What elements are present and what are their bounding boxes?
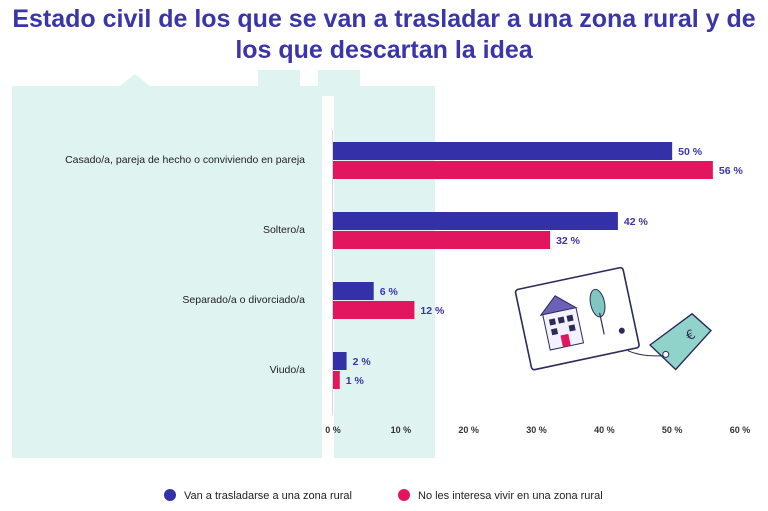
bar-value-label: 50 % (678, 146, 703, 158)
chart-title: Estado civil de los que se van a traslad… (12, 5, 756, 64)
x-tick-label: 0 % (325, 425, 341, 435)
category-label: Casado/a, pareja de hecho o conviviendo … (65, 154, 305, 166)
bar-series2 (333, 231, 551, 249)
axis-divider (322, 96, 334, 458)
legend-marker-series1 (164, 489, 176, 501)
x-tick-label: 10 % (391, 425, 412, 435)
category-label: Soltero/a (263, 224, 305, 236)
bars: 50 % 42 % 6 % 2 % 56 % 32 % 12 % 1 % (333, 142, 743, 389)
bar-series1 (333, 212, 618, 230)
bar-series1 (333, 352, 347, 370)
x-tick-label: 30 % (526, 425, 547, 435)
category-label: Separado/a o divorciado/a (182, 294, 305, 306)
bar-series1 (333, 142, 673, 160)
legend-label-series2: No les interesa vivir en una zona rural (418, 490, 603, 502)
y-axis-line (332, 130, 333, 415)
legend: Van a trasladarse a una zona rural No le… (164, 489, 603, 502)
x-tick-label: 40 % (594, 425, 615, 435)
legend-label-series1: Van a trasladarse a una zona rural (184, 490, 352, 502)
category-label: Viudo/a (270, 364, 306, 376)
bar-value-label: 6 % (380, 286, 399, 298)
x-axis-ticks: 0 % 10 % 20 % 30 % 40 % 50 % 60 % (325, 425, 750, 435)
bar-series2 (333, 301, 415, 319)
x-tick-label: 60 % (730, 425, 751, 435)
price-tag-illustration: € (627, 312, 712, 371)
bar-series1 (333, 282, 374, 300)
bar-value-label: 1 % (346, 375, 365, 387)
bar-value-label: 42 % (624, 216, 649, 228)
bar-value-label: 32 % (556, 235, 581, 247)
bar-series2 (333, 371, 340, 389)
bar-value-label: 2 % (353, 356, 372, 368)
legend-marker-series2 (398, 489, 410, 501)
x-tick-label: 50 % (662, 425, 683, 435)
house-silhouette-background (12, 70, 435, 458)
category-labels: Casado/a, pareja de hecho o conviviendo … (65, 154, 305, 376)
x-tick-label: 20 % (458, 425, 479, 435)
house-picture-illustration (514, 266, 640, 371)
bar-value-label: 56 % (719, 165, 744, 177)
bar-value-label: 12 % (420, 305, 445, 317)
bar-series2 (333, 161, 713, 179)
